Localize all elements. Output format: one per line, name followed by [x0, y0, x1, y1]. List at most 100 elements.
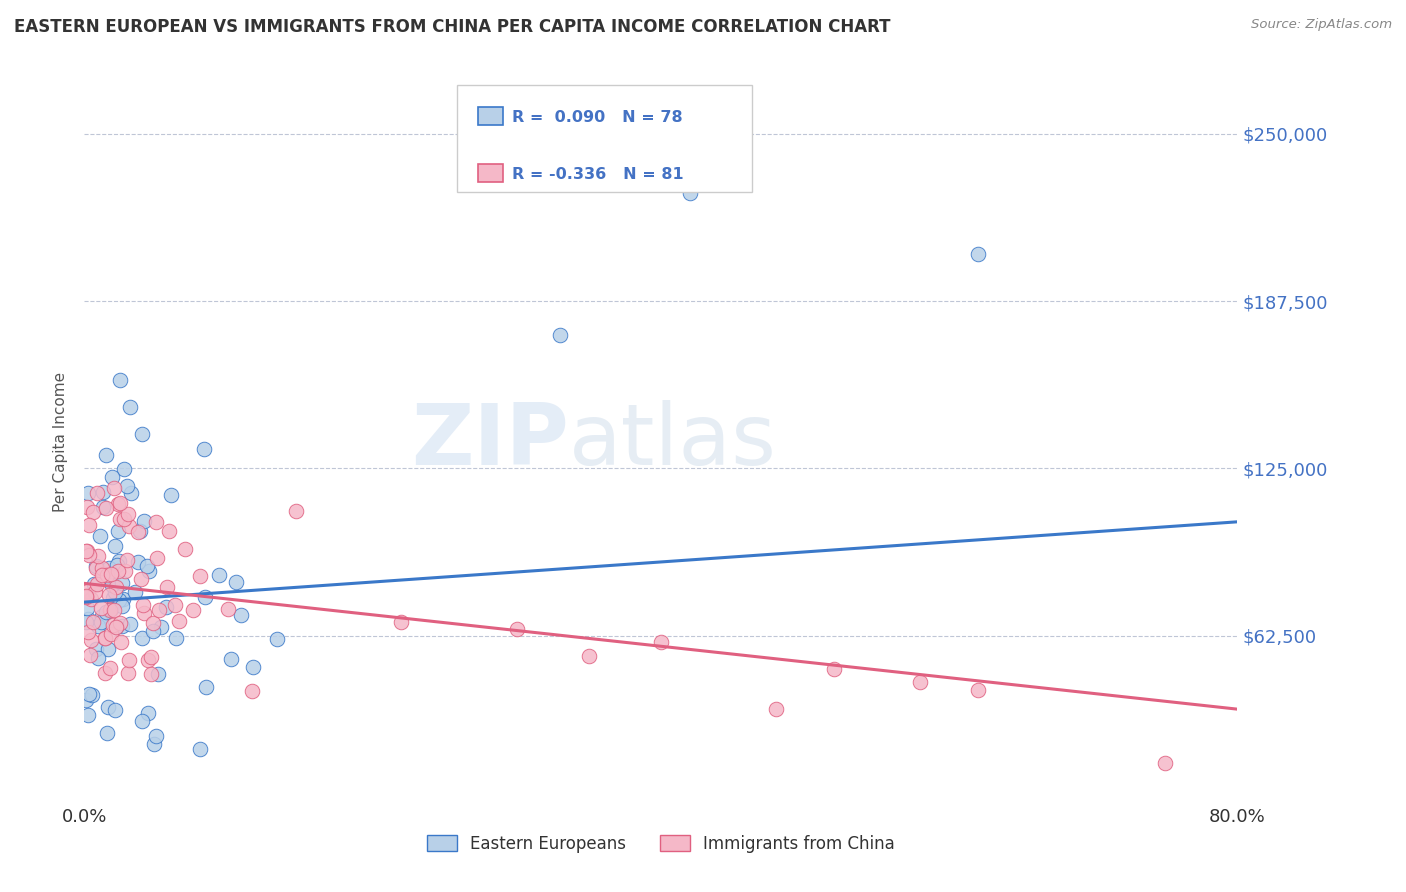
- Point: [98, 588, 121, 602]
- Point: [101, 617, 124, 632]
- Point: [506, 622, 529, 636]
- Point: [117, 666, 139, 681]
- Point: [578, 648, 600, 663]
- Point: [120, 486, 142, 500]
- Point: [120, 400, 142, 414]
- Point: [107, 524, 129, 538]
- Point: [134, 514, 156, 528]
- Point: [84, 642, 107, 657]
- Point: [76, 500, 98, 514]
- Point: [108, 554, 131, 568]
- Point: [967, 247, 990, 261]
- Point: [103, 591, 125, 605]
- Point: [127, 525, 149, 540]
- Point: [91, 567, 114, 582]
- Point: [96, 726, 118, 740]
- Point: [266, 632, 288, 647]
- Point: [118, 519, 141, 533]
- Point: [117, 507, 139, 521]
- Point: [101, 578, 124, 592]
- Point: [80, 591, 103, 606]
- Point: [967, 683, 990, 698]
- Point: [84, 561, 107, 575]
- Point: [194, 680, 217, 694]
- Point: [105, 620, 128, 634]
- Point: [104, 539, 127, 553]
- Point: [160, 488, 183, 502]
- Point: [139, 667, 162, 681]
- Point: [76, 543, 98, 558]
- Point: [77, 518, 100, 533]
- Point: [105, 558, 128, 573]
- Point: [100, 568, 122, 582]
- Point: [77, 486, 100, 500]
- Point: [97, 561, 120, 575]
- Point: [149, 620, 172, 634]
- Point: [100, 567, 122, 582]
- Text: R =  0.090   N = 78: R = 0.090 N = 78: [512, 110, 682, 125]
- Point: [75, 589, 97, 603]
- Point: [110, 511, 132, 525]
- Point: [82, 505, 104, 519]
- Point: [75, 543, 97, 558]
- Point: [94, 448, 117, 462]
- Point: [242, 660, 264, 674]
- Point: [110, 373, 132, 387]
- Point: [75, 590, 97, 604]
- Y-axis label: Per Capita Income: Per Capita Income: [53, 371, 69, 512]
- Point: [115, 553, 138, 567]
- Point: [86, 558, 108, 573]
- Point: [114, 564, 136, 578]
- Point: [139, 649, 162, 664]
- Point: [194, 590, 217, 604]
- Point: [93, 500, 115, 514]
- Point: [94, 632, 117, 646]
- Point: [138, 565, 160, 579]
- Point: [115, 478, 138, 492]
- Point: [80, 688, 103, 702]
- Point: [141, 624, 163, 638]
- Point: [135, 558, 157, 573]
- Point: [148, 667, 170, 681]
- Point: [90, 615, 112, 629]
- Point: [107, 497, 129, 511]
- Point: [231, 607, 253, 622]
- Point: [136, 653, 159, 667]
- Point: [225, 574, 247, 589]
- Point: [75, 615, 97, 629]
- Point: [132, 598, 155, 612]
- Point: [104, 585, 127, 599]
- Point: [148, 603, 170, 617]
- Text: ZIP: ZIP: [411, 400, 568, 483]
- Point: [145, 729, 167, 743]
- Point: [240, 684, 263, 698]
- Point: [97, 699, 120, 714]
- Point: [118, 616, 141, 631]
- Point: [138, 706, 160, 721]
- Point: [75, 693, 97, 707]
- Point: [100, 626, 122, 640]
- Point: [188, 569, 211, 583]
- Text: EASTERN EUROPEAN VS IMMIGRANTS FROM CHINA PER CAPITA INCOME CORRELATION CHART: EASTERN EUROPEAN VS IMMIGRANTS FROM CHIN…: [14, 18, 890, 36]
- Point: [157, 524, 180, 538]
- Point: [156, 580, 179, 594]
- Point: [650, 635, 672, 649]
- Point: [76, 612, 98, 626]
- Point: [76, 584, 98, 599]
- Point: [143, 737, 166, 751]
- Point: [132, 607, 155, 621]
- Point: [105, 620, 128, 634]
- Point: [174, 541, 197, 556]
- Point: [101, 470, 124, 484]
- Point: [100, 661, 122, 675]
- Point: [90, 601, 112, 615]
- Point: [103, 481, 125, 495]
- Point: [111, 599, 134, 613]
- Point: [79, 648, 101, 663]
- Point: [104, 703, 127, 717]
- Point: [118, 653, 141, 667]
- Point: [100, 601, 122, 615]
- Point: [77, 548, 100, 562]
- Point: [94, 665, 117, 680]
- Point: [87, 549, 110, 563]
